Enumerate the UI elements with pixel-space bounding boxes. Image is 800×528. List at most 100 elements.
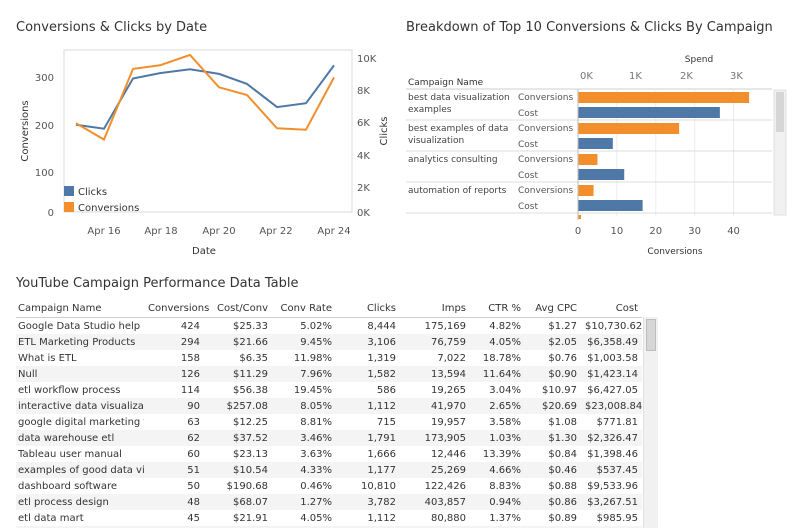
- table-cell: $0.46: [525, 462, 581, 478]
- table-cell: 19,265: [431, 384, 466, 396]
- table-cell: 13,594: [400, 366, 470, 382]
- table-row[interactable]: ETL Marketing Products 294 $21.66 9.45% 3,10…: [16, 334, 642, 350]
- table-cell: 294: [144, 334, 204, 350]
- table-row[interactable]: examples of good data vis.. 51 $10.54 4.33%…: [16, 462, 642, 478]
- y-right-tick: 4K: [357, 151, 370, 162]
- table-row[interactable]: What is ETL 158 $6.35 11.98% 1,319 7,022 18.78…: [16, 350, 642, 366]
- line-chart[interactable]: 0 100 200 300 0K 2K 4K 6K 8K 10K Apr 16 Apr 18 Apr 2…: [0, 40, 400, 290]
- table-scrollbar-thumb[interactable]: [646, 319, 656, 351]
- table-cell: $1,003.58: [587, 352, 638, 364]
- table-cell: 13.39%: [482, 448, 521, 460]
- column-header[interactable]: Cost/Conv: [204, 299, 272, 318]
- table-row[interactable]: etl process design 48 $68.07 1.27% 3,782 403,…: [16, 494, 642, 510]
- table-cell: ETL Marketing Products: [16, 334, 144, 350]
- table-cell: 12,446: [431, 448, 466, 460]
- table-cell: interactive data visualiza..: [16, 398, 144, 414]
- table-cell: Null: [16, 366, 144, 382]
- table-cell: $21.66: [204, 334, 272, 350]
- table-row[interactable]: Null 126 $11.29 7.96% 1,582 13,594 11.64% $0.90…: [16, 366, 642, 382]
- column-header[interactable]: Conv Rate: [272, 299, 336, 318]
- table-cell: $23,008.84: [581, 398, 642, 414]
- plot-border: [63, 49, 353, 213]
- table-row[interactable]: etl workflow process 114 $56.38 19.45% 586 19…: [16, 382, 642, 398]
- y-right-axis-label: Clicks: [379, 116, 390, 145]
- table-row[interactable]: dashboard software 50 $190.68 0.46% 10,810 12…: [16, 478, 642, 494]
- table-cell: 7,022: [437, 352, 466, 364]
- column-header[interactable]: Avg CPC: [525, 299, 581, 318]
- table-cell: 62: [144, 430, 204, 446]
- table-cell: 1.37%: [489, 512, 521, 524]
- table-cell: 25,269: [400, 462, 470, 478]
- table-cell: 1,582: [336, 366, 400, 382]
- table-cell: 3.63%: [300, 448, 332, 460]
- table-row[interactable]: Tableau user manual 60 $23.13 3.63% 1,666 12,…: [16, 446, 642, 462]
- column-header[interactable]: Imps: [400, 299, 470, 318]
- table-cell: $1,398.46: [587, 448, 638, 460]
- table-cell: 2.38%: [470, 526, 525, 528]
- bar-chart-title: Breakdown of Top 10 Conversions & Clicks…: [406, 20, 773, 35]
- x-tick: Apr 16: [87, 226, 120, 237]
- table-row[interactable]: Google Data Studio help 424 $25.33 5.02% 8,4…: [16, 318, 642, 335]
- y-right-tick: 2K: [357, 183, 370, 194]
- bar-chart[interactable]: Spend 0K 1K 2K 3K Campaign Name best data visu…: [400, 40, 800, 265]
- column-header[interactable]: CTR %: [470, 299, 525, 318]
- y-left-tick: 300: [35, 73, 54, 84]
- top-axis-tick: 1K: [629, 71, 642, 82]
- y-left-axis-label: Conversions: [20, 100, 31, 161]
- measure-label: Cost: [518, 202, 538, 212]
- table-cell: 7.96%: [272, 366, 336, 382]
- row-header: Campaign Name: [408, 78, 484, 88]
- table-cell: $10,730.62: [585, 320, 642, 332]
- table-cell: What is ETL: [18, 352, 77, 364]
- column-header[interactable]: Conversions: [144, 299, 209, 318]
- table-cell: 403,857: [400, 494, 470, 510]
- table-row[interactable]: google digital marketing t.. 63 $12.25 8.81…: [16, 414, 642, 430]
- campaign-name: examples: [408, 105, 452, 115]
- table-cell: $1,423.14: [581, 366, 642, 382]
- table-cell: 3,782: [336, 494, 400, 510]
- table-cell: etl data mart: [18, 512, 84, 524]
- x-tick: Apr 24: [317, 226, 350, 237]
- table-body: Google Data Studio help 424 $25.33 5.02% 8,4…: [16, 318, 642, 528]
- y-left-tick: 100: [35, 168, 54, 179]
- table-cell: 18.78%: [482, 352, 521, 364]
- bar-cost: [578, 107, 720, 118]
- table-cell: 107,848: [400, 526, 470, 528]
- table-row[interactable]: etl data mart 45 $21.91 4.05% 1,112 80,880 1.3…: [16, 510, 642, 526]
- measure-label: Cost: [518, 171, 538, 181]
- campaign-name: analytics consulting: [408, 155, 498, 165]
- table-cell: 0.46%: [300, 480, 332, 492]
- table-cell: 1,319: [367, 352, 396, 364]
- table-cell: $20.69: [525, 398, 581, 414]
- bar-conversions: [578, 92, 750, 103]
- table-cell: $2.05: [525, 334, 581, 350]
- table-cell: $1.08: [548, 416, 577, 428]
- column-header[interactable]: Cost: [581, 299, 642, 318]
- top-axis-label: Spend: [685, 55, 713, 65]
- legend-swatch-conversions: [64, 202, 74, 212]
- table-scrollbar[interactable]: [643, 317, 658, 528]
- table-cell: 8.05%: [272, 398, 336, 414]
- bottom-axis-tick: 30: [688, 226, 701, 237]
- table-cell: 80,880: [431, 512, 466, 524]
- series-line-conversions: [75, 53, 335, 141]
- bottom-axis-tick: 40: [727, 226, 740, 237]
- column-header[interactable]: Clicks: [336, 299, 400, 318]
- table-row[interactable]: interactive data visualiza.. 90 $257.08 8.0…: [16, 398, 642, 414]
- table-row[interactable]: best data visualization ex..44$50.941.72…: [16, 526, 642, 528]
- bar-scrollbar-thumb: [776, 92, 784, 132]
- bar-conversions: [578, 185, 594, 196]
- column-header[interactable]: Campaign Name: [16, 299, 144, 318]
- table-cell: 3.58%: [489, 416, 521, 428]
- bottom-axis-tick: 20: [649, 226, 662, 237]
- table-cell: 3,106: [336, 334, 400, 350]
- table-cell: dashboard software: [18, 480, 118, 492]
- table-row[interactable]: data warehouse etl 62 $37.52 3.46% 1,791 173,…: [16, 430, 642, 446]
- table-cell: 4.05%: [300, 512, 332, 524]
- campaign-name: visualization: [408, 136, 464, 146]
- table-cell: 1.27%: [272, 494, 336, 510]
- campaign-data-table[interactable]: Campaign Name Conversions Cost/Conv Conv Ra…: [16, 299, 658, 528]
- table-header-row: Campaign Name Conversions Cost/Conv Conv Ra…: [16, 299, 642, 318]
- legend-label: Conversions: [78, 203, 139, 214]
- table-cell: $0.87: [525, 526, 581, 528]
